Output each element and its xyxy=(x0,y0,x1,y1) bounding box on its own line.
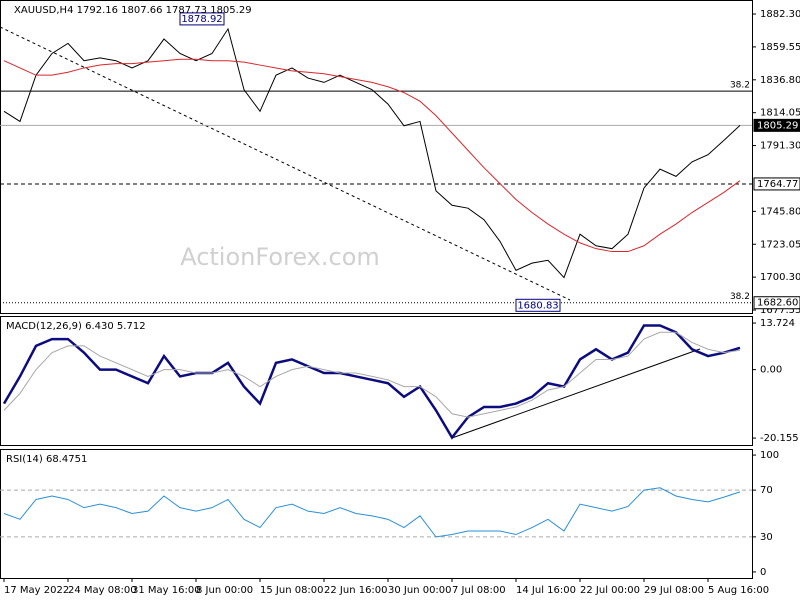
annotation-box xyxy=(179,12,225,26)
y-tick-label: 1700.30 xyxy=(760,272,800,283)
annotation-label: 1878.92 xyxy=(181,14,222,25)
x-tick-label: 31 May 16:00 xyxy=(132,585,201,596)
x-tick-label: 30 Jun 00:00 xyxy=(388,585,452,596)
x-tick-label: 29 Jul 08:00 xyxy=(644,585,704,596)
y-tick-label: -20.155 xyxy=(760,433,799,444)
level-label: 1764.77 xyxy=(757,179,798,190)
y-tick-label: 1814.05 xyxy=(760,108,800,119)
level-box xyxy=(753,296,800,310)
panel-title: MACD(12,26,9) 6.430 5.712 xyxy=(6,321,146,332)
y-tick-label: 13.724 xyxy=(760,318,795,329)
annotation-label: 1680.83 xyxy=(517,300,558,311)
y-tick-label: 1723.05 xyxy=(760,239,800,250)
trend-line xyxy=(451,348,701,439)
x-tick-label: 17 May 2022 xyxy=(4,585,69,596)
x-tick-label: 7 Jul 08:00 xyxy=(452,585,506,596)
watermark: ActionForex.com xyxy=(180,243,380,271)
y-tick-label: 1882.30 xyxy=(760,9,800,20)
x-tick-label: 14 Jul 16:00 xyxy=(516,585,576,596)
x-tick-label: 22 Jul 00:00 xyxy=(580,585,640,596)
level-label: 1682.60 xyxy=(757,298,798,309)
level-label: 1805.29 xyxy=(757,120,798,131)
panel-title: XAUUSD,H4 1792.16 1807.66 1787.73 1805.2… xyxy=(14,5,252,16)
y-tick-label: 1791.30 xyxy=(760,141,800,152)
panel-frame xyxy=(0,316,753,446)
series-line xyxy=(3,58,741,253)
panel-frame xyxy=(0,449,753,579)
panel-title: RSI(14) 68.4751 xyxy=(6,454,87,465)
series-line xyxy=(2,324,741,440)
x-tick-label: 15 Jun 08:00 xyxy=(260,585,324,596)
y-tick-label: 70 xyxy=(760,485,773,496)
y-tick-label: 100 xyxy=(760,450,779,461)
y-tick-label: 1859.55 xyxy=(760,42,800,53)
level-box xyxy=(753,118,800,132)
y-tick-label: 0.00 xyxy=(760,365,782,376)
series-line xyxy=(3,27,741,279)
x-tick-label: 22 Jun 16:00 xyxy=(324,585,388,596)
annotation-box xyxy=(515,298,561,312)
y-tick-label: 0 xyxy=(760,567,766,578)
fib-label: 38.2 xyxy=(730,81,750,91)
y-tick-label: 1745.80 xyxy=(760,206,800,217)
panel-frame xyxy=(0,0,753,314)
x-tick-label: 5 Aug 16:00 xyxy=(708,585,769,596)
x-tick-label: 8 Jun 00:00 xyxy=(196,585,253,596)
level-box xyxy=(753,177,800,191)
fib-label: 38.2 xyxy=(730,292,750,302)
series-line xyxy=(3,331,741,418)
series-line xyxy=(3,487,741,538)
y-tick-label: 30 xyxy=(760,532,773,543)
y-tick-label: 1836.80 xyxy=(760,75,800,86)
x-tick-label: 24 May 08:00 xyxy=(68,585,137,596)
y-tick-label: 1677.55 xyxy=(760,305,800,316)
